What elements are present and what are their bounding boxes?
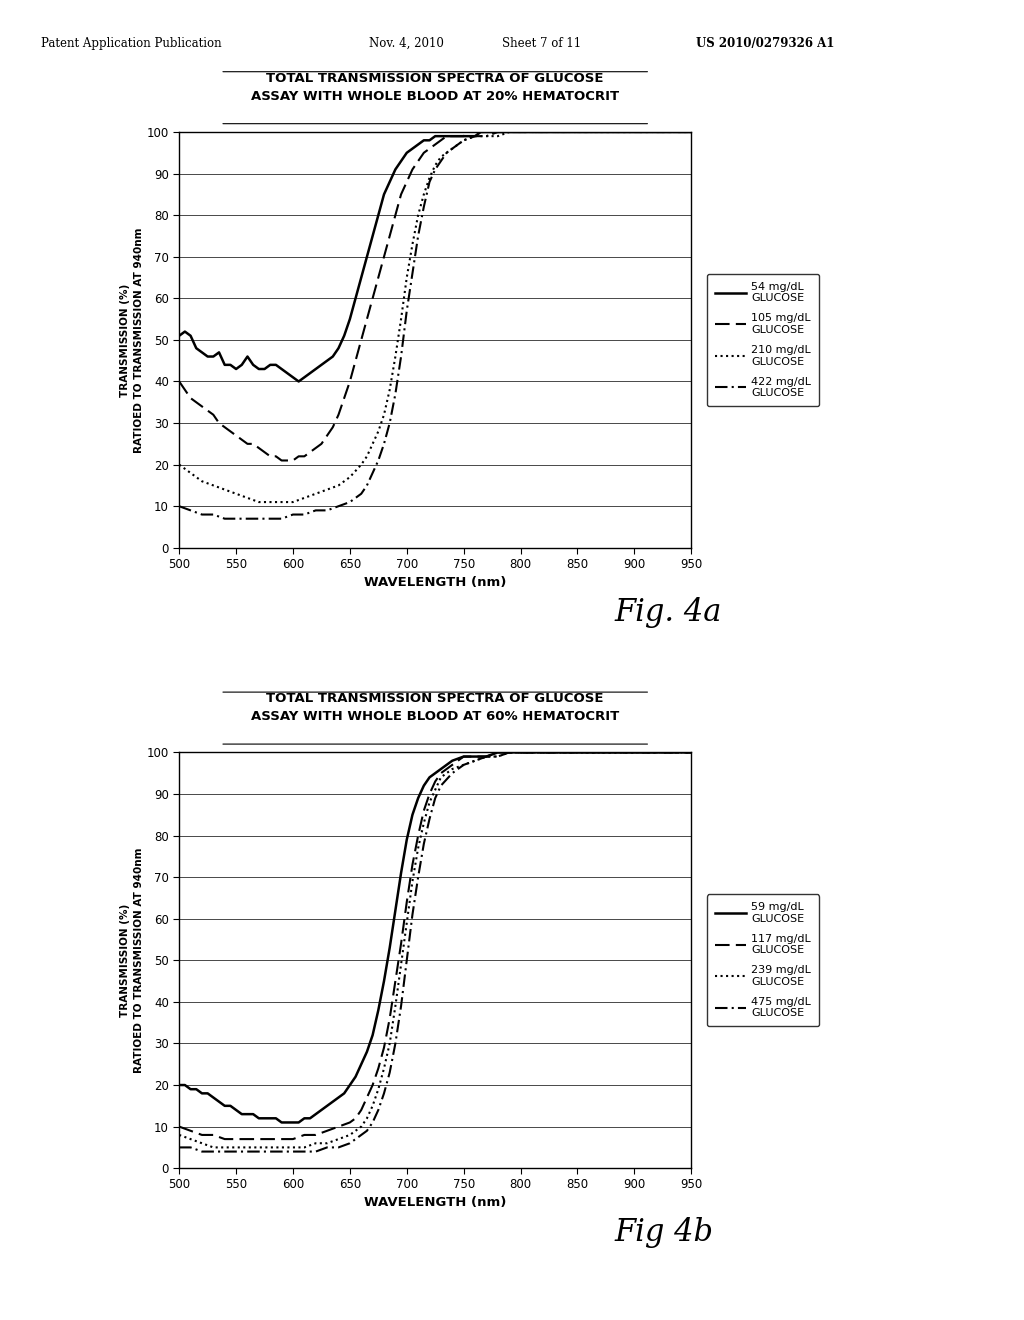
Text: Fig 4b: Fig 4b — [614, 1217, 714, 1247]
Text: Patent Application Publication: Patent Application Publication — [41, 37, 221, 50]
Text: Fig. 4a: Fig. 4a — [614, 597, 722, 627]
Y-axis label: TRANSMISSION (%)
RATIOED TO TRANSMISSION AT 940nm: TRANSMISSION (%) RATIOED TO TRANSMISSION… — [120, 847, 143, 1073]
Text: US 2010/0279326 A1: US 2010/0279326 A1 — [696, 37, 835, 50]
Y-axis label: TRANSMISSION (%)
RATIOED TO TRANSMISSION AT 940nm: TRANSMISSION (%) RATIOED TO TRANSMISSION… — [120, 227, 143, 453]
Text: TOTAL TRANSMISSION SPECTRA OF GLUCOSE
ASSAY WITH WHOLE BLOOD AT 60% HEMATOCRIT: TOTAL TRANSMISSION SPECTRA OF GLUCOSE AS… — [251, 692, 620, 723]
Legend: 54 mg/dL
GLUCOSE, 105 mg/dL
GLUCOSE, 210 mg/dL
GLUCOSE, 422 mg/dL
GLUCOSE: 54 mg/dL GLUCOSE, 105 mg/dL GLUCOSE, 210… — [707, 275, 819, 405]
Text: Nov. 4, 2010: Nov. 4, 2010 — [369, 37, 443, 50]
Legend: 59 mg/dL
GLUCOSE, 117 mg/dL
GLUCOSE, 239 mg/dL
GLUCOSE, 475 mg/dL
GLUCOSE: 59 mg/dL GLUCOSE, 117 mg/dL GLUCOSE, 239… — [707, 895, 819, 1026]
X-axis label: WAVELENGTH (nm): WAVELENGTH (nm) — [364, 576, 507, 589]
Text: TOTAL TRANSMISSION SPECTRA OF GLUCOSE
ASSAY WITH WHOLE BLOOD AT 20% HEMATOCRIT: TOTAL TRANSMISSION SPECTRA OF GLUCOSE AS… — [251, 71, 620, 103]
X-axis label: WAVELENGTH (nm): WAVELENGTH (nm) — [364, 1196, 507, 1209]
Text: Sheet 7 of 11: Sheet 7 of 11 — [502, 37, 581, 50]
